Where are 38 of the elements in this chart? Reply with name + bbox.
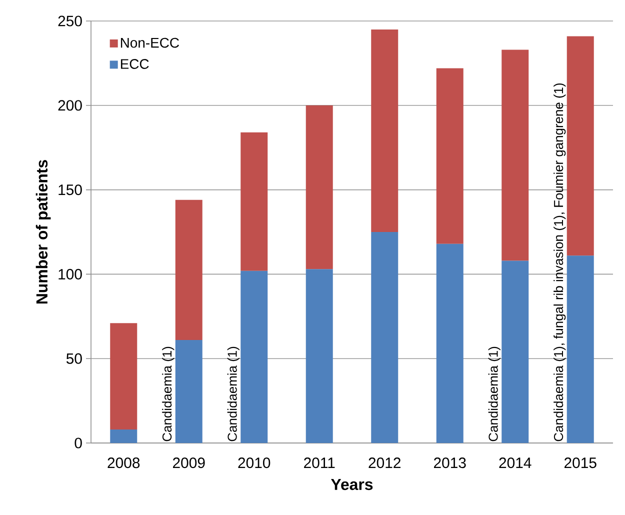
annotation: Candidaemia (1) <box>488 346 500 442</box>
x-tick-label: 2011 <box>304 458 335 468</box>
y-tick-label: 250 <box>58 16 82 26</box>
bar <box>240 132 268 271</box>
x-tick-label: 2014 <box>499 458 532 468</box>
legend-label: ECC <box>120 59 149 69</box>
x-tick-label: 2008 <box>108 458 140 468</box>
bar <box>436 68 464 244</box>
bar <box>371 29 398 232</box>
y-tick-label: 100 <box>58 268 82 280</box>
annotation: Candidaemia (1) <box>162 346 174 442</box>
annotation: Candidaemia (1), fungal rib invasion (1), Foumier gangrene (1) <box>554 83 566 442</box>
bar <box>502 50 529 261</box>
x-tick-label: 2010 <box>238 458 270 468</box>
annotation: Candidaemia (1) <box>227 346 240 442</box>
bar <box>566 36 594 256</box>
bar <box>436 244 464 443</box>
bar <box>306 269 333 443</box>
x-tick-label: 2015 <box>564 458 596 468</box>
bar <box>306 105 333 270</box>
y-axis-title: Number of patients <box>36 160 51 304</box>
y-tick-label: 150 <box>58 184 82 196</box>
x-axis-title: Years <box>330 478 373 490</box>
y-tick-label: 50 <box>66 353 82 364</box>
y-tick-label: 200 <box>58 100 82 111</box>
bar <box>110 429 138 443</box>
bar <box>175 340 202 443</box>
bar <box>502 260 529 443</box>
x-tick-label: 2009 <box>173 458 205 468</box>
x-tick-label: 2012 <box>368 458 400 468</box>
bar <box>371 232 398 443</box>
bar <box>175 200 202 340</box>
bar <box>110 323 138 430</box>
x-tick-label: 2013 <box>434 458 466 468</box>
bar <box>240 270 268 443</box>
y-tick-label: 0 <box>74 438 82 448</box>
legend-label: Non-ECC <box>120 38 179 48</box>
bar <box>566 256 594 443</box>
